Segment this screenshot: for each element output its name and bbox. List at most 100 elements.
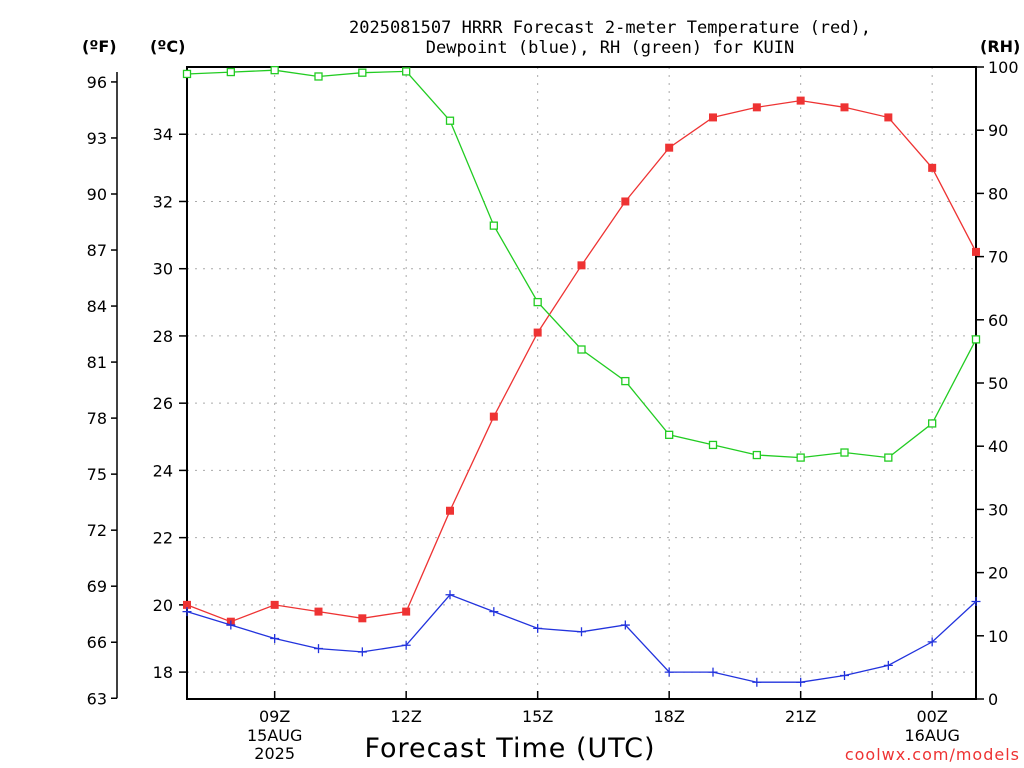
dewpoint-point — [620, 620, 630, 630]
dewpoint-point — [489, 607, 499, 617]
fahrenheit-tick-label: 63 — [87, 689, 107, 708]
x-tick-label: 12Z — [391, 707, 422, 726]
rh-point — [489, 221, 498, 230]
source-credit: coolwx.com/models — [844, 745, 1020, 764]
fahrenheit-tick-label: 78 — [87, 409, 107, 428]
temperature-point — [840, 103, 849, 112]
dewpoint-point — [270, 633, 280, 643]
temperature-point — [665, 143, 674, 152]
x-date-label: 2025 — [254, 744, 295, 763]
temperature-point — [358, 614, 367, 623]
celsius-tick-label: 30 — [153, 260, 173, 279]
x-tick-label: 15Z — [522, 707, 553, 726]
dewpoint-point — [752, 677, 762, 687]
temperature-point — [446, 506, 454, 515]
dewpoint-point — [357, 647, 367, 657]
temperature-point — [884, 113, 893, 122]
dewpoint-point — [664, 667, 674, 677]
x-tick-label: 21Z — [785, 707, 816, 726]
rh-point — [928, 419, 937, 428]
x-tick-label: 09Z — [259, 707, 290, 726]
temperature-point — [533, 328, 542, 337]
rh-point — [971, 335, 981, 344]
temperature-point — [577, 261, 586, 270]
dewpoint-point — [182, 607, 192, 617]
rh-tick-label: 0 — [988, 690, 998, 709]
rh-point — [621, 376, 630, 386]
fahrenheit-tick-label: 93 — [87, 129, 107, 148]
x-tick-label: 00Z — [917, 707, 948, 726]
fahrenheit-tick-label: 75 — [87, 465, 107, 484]
rh-point — [708, 440, 718, 450]
fahrenheit-tick-label: 90 — [87, 185, 107, 204]
fahrenheit-tick-label: 87 — [87, 241, 107, 260]
dewpoint-point — [971, 597, 981, 607]
fahrenheit-tick-label: 81 — [87, 353, 107, 372]
temperature-point — [489, 412, 498, 421]
temperature-point — [270, 600, 279, 609]
celsius-tick-label: 32 — [153, 192, 173, 211]
fahrenheit-tick-label: 84 — [87, 297, 107, 316]
temperature-point — [972, 247, 980, 256]
rh-tick-label: 30 — [988, 500, 1008, 519]
celsius-tick-label: 28 — [153, 327, 173, 346]
rh-point — [840, 448, 849, 457]
rh-point — [665, 430, 674, 439]
rh-point — [533, 297, 542, 307]
dewpoint-point — [840, 670, 849, 680]
unit-fahrenheit: (ºF) — [82, 37, 117, 56]
temperature-point — [402, 607, 411, 616]
rh-tick-label: 70 — [988, 248, 1008, 267]
x-date-label: 15AUG — [247, 726, 302, 745]
rh-point — [358, 68, 367, 77]
dewpoint-point — [883, 660, 893, 670]
temperature-point — [314, 607, 323, 616]
dewpoint-point — [927, 637, 937, 647]
plot-frame — [186, 66, 977, 700]
temperature-point — [752, 103, 761, 112]
rh-point — [402, 67, 411, 76]
rh-point — [314, 72, 323, 81]
celsius-tick-label: 24 — [153, 461, 173, 480]
dewpoint-point — [708, 667, 718, 677]
celsius-tick-label: 34 — [153, 125, 173, 144]
celsius-tick-label: 20 — [153, 596, 173, 615]
rh-point — [445, 116, 455, 125]
rh-point — [270, 66, 279, 75]
rh-tick-label: 10 — [988, 627, 1008, 646]
rh-point — [577, 345, 586, 354]
celsius-tick-label: 18 — [153, 663, 173, 682]
rh-tick-label: 100 — [988, 58, 1019, 77]
dewpoint-point — [401, 640, 411, 650]
dewpoint-point — [445, 590, 455, 600]
celsius-tick-label: 26 — [153, 394, 173, 413]
chart-title-line-2: Dewpoint (blue), RH (green) for KUIN — [425, 38, 795, 58]
temperature-point — [796, 96, 805, 105]
chart-title-line-1: 2025081507 HRRR Forecast 2-meter Tempera… — [349, 18, 871, 38]
rh-tick-label: 40 — [988, 437, 1008, 456]
rh-tick-label: 60 — [988, 311, 1008, 330]
rh-tick-label: 20 — [988, 564, 1008, 583]
rh-tick-label: 90 — [988, 121, 1008, 140]
x-axis-title: Forecast Time (UTC) — [364, 733, 656, 764]
unit-celsius: (ºC) — [150, 37, 186, 56]
fahrenheit-tick-label: 96 — [87, 73, 107, 92]
dewpoint-point — [314, 644, 323, 654]
rh-tick-label: 50 — [988, 374, 1008, 393]
dewpoint-point — [577, 627, 586, 637]
rh-point — [884, 453, 893, 462]
temperature-point — [183, 600, 191, 609]
fahrenheit-tick-label: 72 — [87, 521, 107, 540]
x-tick-label: 18Z — [654, 707, 685, 726]
fahrenheit-tick-label: 69 — [87, 577, 107, 596]
fahrenheit-tick-label: 66 — [87, 633, 107, 652]
unit-relative-humidity: (RH) — [980, 37, 1021, 56]
temperature-point — [621, 197, 630, 206]
dewpoint-point — [796, 677, 806, 687]
temperature-point — [928, 163, 937, 172]
rh-point — [752, 450, 761, 460]
dewpoint-point — [533, 623, 543, 633]
temperature-point — [709, 113, 717, 122]
celsius-tick-label: 22 — [153, 529, 173, 548]
